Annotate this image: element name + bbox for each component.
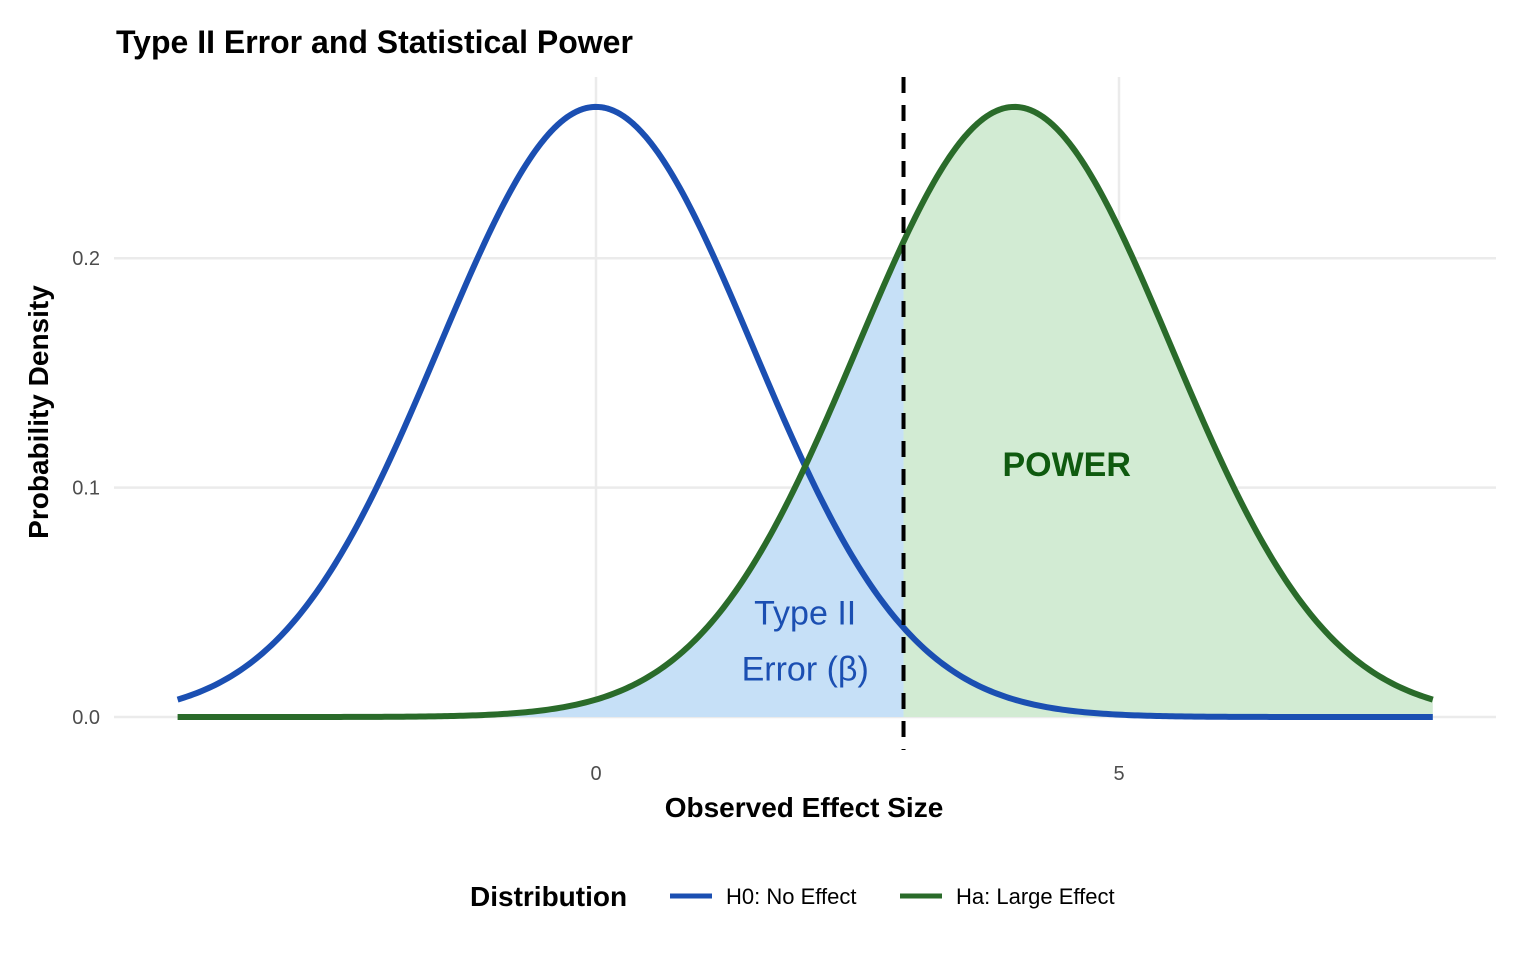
legend: Distribution H0: No Effect Ha: Large Eff…	[470, 881, 1115, 912]
region-fill-1	[903, 106, 1433, 717]
region-label-1: POWER	[1002, 446, 1130, 484]
x-tick-label-0: 0	[590, 763, 601, 785]
region-fill-0	[177, 241, 904, 717]
region-label-0: Type II Error (β)	[742, 595, 869, 689]
density-curves	[176, 103, 1434, 720]
series-line-1	[177, 103, 1434, 720]
legend-label-h0: H0: No Effect	[726, 884, 856, 909]
legend-title: Distribution	[470, 881, 627, 912]
y-axis-title: Probability Density	[23, 285, 54, 539]
legend-label-ha: Ha: Large Effect	[956, 884, 1115, 909]
y-tick-label-2: 0.2	[72, 248, 100, 270]
shaded-regions	[177, 106, 1433, 717]
x-tick-label-1: 5	[1113, 763, 1124, 785]
y-tick-label-0: 0.0	[72, 707, 100, 729]
y-tick-label-1: 0.1	[72, 478, 100, 500]
annotations: Type II Error (β) POWER	[742, 446, 1131, 689]
chart-title: Type II Error and Statistical Power	[116, 24, 633, 60]
x-axis-title: Observed Effect Size	[665, 792, 944, 823]
tick-labels: 0 5 0.0 0.1 0.2	[72, 248, 1124, 785]
